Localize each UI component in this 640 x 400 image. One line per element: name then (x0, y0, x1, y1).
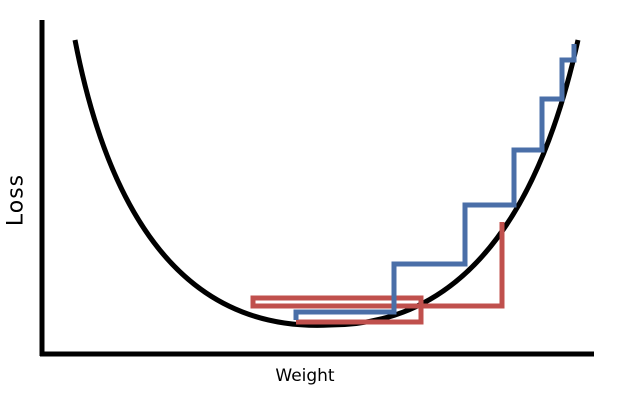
y-axis-label: Loss (3, 173, 29, 227)
loss-curve (72, 39, 581, 328)
low-learning-rate-path (293, 44, 577, 320)
x-axis-label: Weight (275, 366, 335, 386)
high-learning-rate-path (250, 222, 505, 325)
